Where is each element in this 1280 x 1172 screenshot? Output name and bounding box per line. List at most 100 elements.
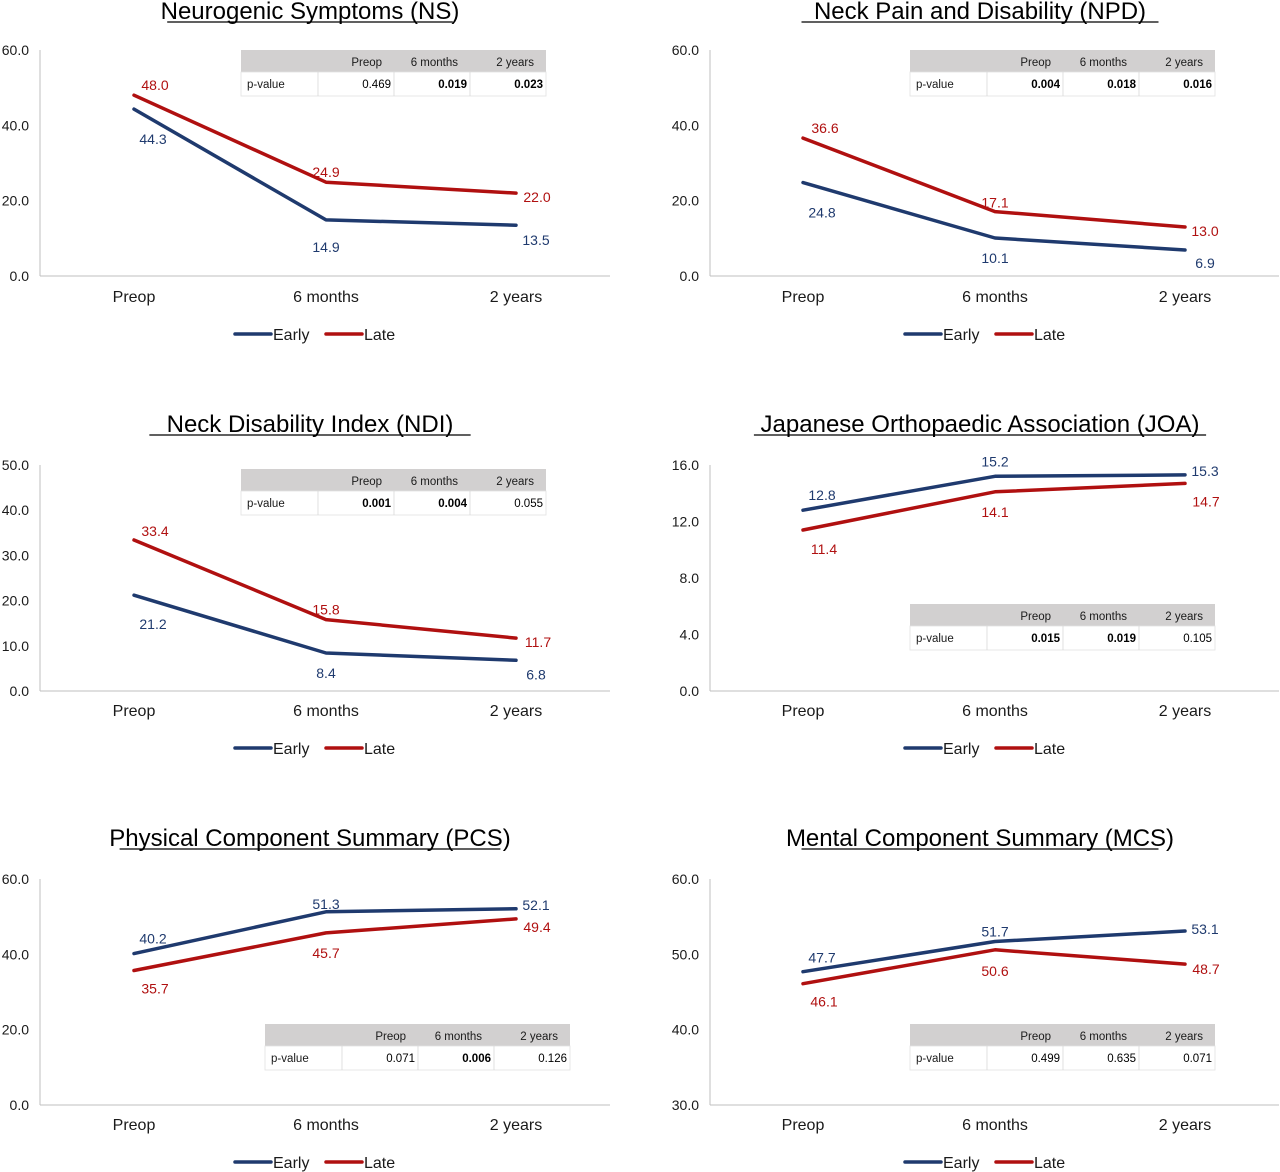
legend-label-early: Early [273,741,309,758]
pvalue-table-header: Preop [1020,57,1051,69]
pvalue-table: p-value Preop 0.469 6 months 0.019 2 years 0.0… [240,50,547,97]
data-label-early: 15.3 [1191,463,1218,479]
pvalue-table-header-bg [241,50,546,72]
y-tick-label: 40.0 [2,117,29,133]
x-tick-label: 2 years [1159,703,1211,720]
data-label-late: 22.0 [523,189,550,205]
data-label-late: 36.6 [811,120,838,136]
data-label-late: 13.0 [1191,223,1218,239]
data-label-early: 13.5 [522,232,549,248]
pvalue-row-label: p-value [916,1053,954,1065]
chart-panel-5: Physical Component Summary (PCS) 0.0 20.0 4… [2,825,610,1172]
pvalue-table-header: 6 months [1080,611,1128,623]
x-tick-label: Preop [782,289,825,306]
x-tick-label: Preop [113,289,156,306]
series-line-late [801,481,1187,532]
data-label-late: 49.4 [523,919,550,935]
pvalue-value: 0.469 [362,79,391,91]
chart-panel-6: Mental Component Summary (MCS) 30.0 40.0 50… [672,825,1279,1172]
series-line-late [132,93,518,195]
series-line-early [132,107,518,227]
y-tick-label: 20.0 [672,193,699,209]
data-label-late: 14.1 [981,504,1008,520]
pvalue-table: p-value Preop 0.001 6 months 0.004 2 years 0.0… [240,469,547,516]
legend-label-late: Late [1034,741,1065,758]
data-label-early: 14.9 [312,239,339,255]
series-line-early [132,593,518,663]
data-label-late: 35.7 [141,981,168,997]
y-tick-label: 12.0 [672,514,699,530]
y-tick-label: 30.0 [672,1097,699,1113]
y-tick-label: 0.0 [10,1097,30,1113]
pvalue-table-header-bg [910,1024,1215,1046]
data-label-late: 48.7 [1192,961,1219,977]
x-tick-label: 2 years [490,1117,542,1134]
series-line-late [801,948,1187,986]
y-tick-label: 20.0 [2,593,29,609]
pvalue-value: 0.015 [1031,633,1060,645]
pvalue-row-label: p-value [916,79,954,91]
series-line-late [132,538,518,640]
series-line-early [801,180,1187,252]
y-tick-label: 0.0 [680,683,700,699]
pvalue-row-label: p-value [271,1053,309,1065]
pvalue-table-header-bg [265,1024,570,1046]
pvalue-table-header-bg [910,604,1215,626]
chart-title: Physical Component Summary (PCS) [109,825,510,852]
data-label-late: 45.7 [312,945,339,961]
x-tick-label: 6 months [962,703,1028,720]
y-tick-label: 60.0 [2,42,29,58]
x-tick-label: 6 months [293,703,359,720]
pvalue-table-row-bg [909,625,1216,651]
pvalue-table-header-bg [910,50,1215,72]
pvalue-table-header: Preop [351,57,382,69]
chart-title: Mental Component Summary (MCS) [786,825,1174,852]
legend-label-late: Late [364,1155,395,1172]
data-label-late: 33.4 [141,523,168,539]
chart-panel-3: Neck Disability Index (NDI) 0.0 10.0 20.0 30… [2,411,610,758]
x-tick-label: 6 months [293,289,359,306]
y-tick-label: 50.0 [672,946,699,962]
data-label-late: 24.9 [312,164,339,180]
data-label-early: 24.8 [808,205,835,221]
y-tick-label: 0.0 [680,268,700,284]
pvalue-table-row-bg [240,71,547,97]
x-tick-label: 2 years [490,703,542,720]
y-tick-label: 30.0 [2,547,29,563]
y-tick-label: 40.0 [2,502,29,518]
data-label-early: 10.1 [981,250,1008,266]
pvalue-table: p-value Preop 0.071 6 months 0.006 2 years 0.1… [264,1024,571,1071]
x-tick-label: 6 months [293,1117,359,1134]
x-tick-label: 2 years [1159,1117,1211,1134]
series-line-late [801,136,1187,229]
legend-label-late: Late [1034,327,1065,344]
pvalue-value: 0.105 [1183,633,1212,645]
legend-label-late: Late [1034,1155,1065,1172]
pvalue-table-header: 2 years [1165,57,1203,69]
y-tick-label: 4.0 [680,627,700,643]
x-tick-label: Preop [782,1117,825,1134]
data-label-late: 46.1 [810,994,837,1010]
pvalue-table-header: Preop [375,1031,406,1043]
data-label-early: 40.2 [139,931,166,947]
data-label-early: 52.1 [522,897,549,913]
y-tick-label: 60.0 [672,42,699,58]
chart-title: Neurogenic Symptoms (NS) [161,0,460,25]
pvalue-value: 0.016 [1183,79,1212,91]
pvalue-value: 0.071 [386,1053,415,1065]
pvalue-value: 0.006 [462,1053,491,1065]
pvalue-table-header: 6 months [435,1031,483,1043]
legend-label-early: Early [943,741,979,758]
y-tick-label: 50.0 [2,457,29,473]
chart-panel-1: Neurogenic Symptoms (NS) 0.0 20.0 40.0 60.0 P… [2,0,610,344]
data-label-early: 47.7 [808,950,835,966]
x-tick-label: Preop [113,703,156,720]
y-tick-label: 0.0 [10,683,30,699]
pvalue-table-row-bg [264,1045,571,1071]
pvalue-table-header-bg [241,469,546,491]
y-tick-label: 8.0 [680,570,700,586]
pvalue-row-label: p-value [916,633,954,645]
x-tick-label: 2 years [1159,289,1211,306]
pvalue-value: 0.004 [438,498,467,510]
